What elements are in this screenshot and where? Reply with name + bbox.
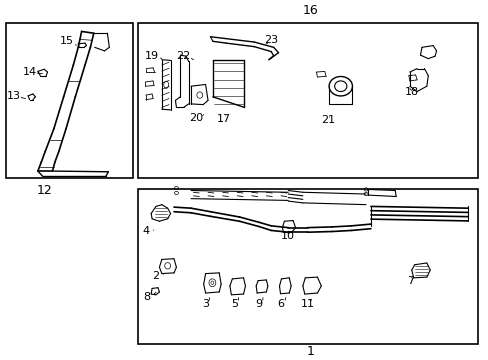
Text: 4: 4 <box>142 226 149 236</box>
Text: 20: 20 <box>188 113 203 123</box>
Text: 7: 7 <box>407 276 413 285</box>
Bar <box>137 23 477 178</box>
Text: 17: 17 <box>217 114 231 124</box>
Text: 3: 3 <box>202 299 209 309</box>
Text: 10: 10 <box>281 231 295 242</box>
Text: 5: 5 <box>231 299 238 309</box>
Text: 6: 6 <box>277 299 284 309</box>
Text: 19: 19 <box>145 51 159 61</box>
Text: 8: 8 <box>143 292 150 302</box>
Text: 1: 1 <box>305 345 313 358</box>
Text: 12: 12 <box>36 184 52 197</box>
Text: 11: 11 <box>300 299 314 309</box>
Text: 18: 18 <box>405 86 418 96</box>
Text: 14: 14 <box>22 67 37 77</box>
Text: 2: 2 <box>152 271 159 282</box>
Bar <box>6 23 132 178</box>
Text: 9: 9 <box>255 299 262 309</box>
Text: 15: 15 <box>60 36 74 46</box>
Bar <box>137 189 477 344</box>
Text: 23: 23 <box>264 35 278 45</box>
Text: 21: 21 <box>321 115 334 125</box>
Text: 16: 16 <box>302 4 317 17</box>
Text: 13: 13 <box>6 91 20 101</box>
Text: 22: 22 <box>176 51 190 61</box>
